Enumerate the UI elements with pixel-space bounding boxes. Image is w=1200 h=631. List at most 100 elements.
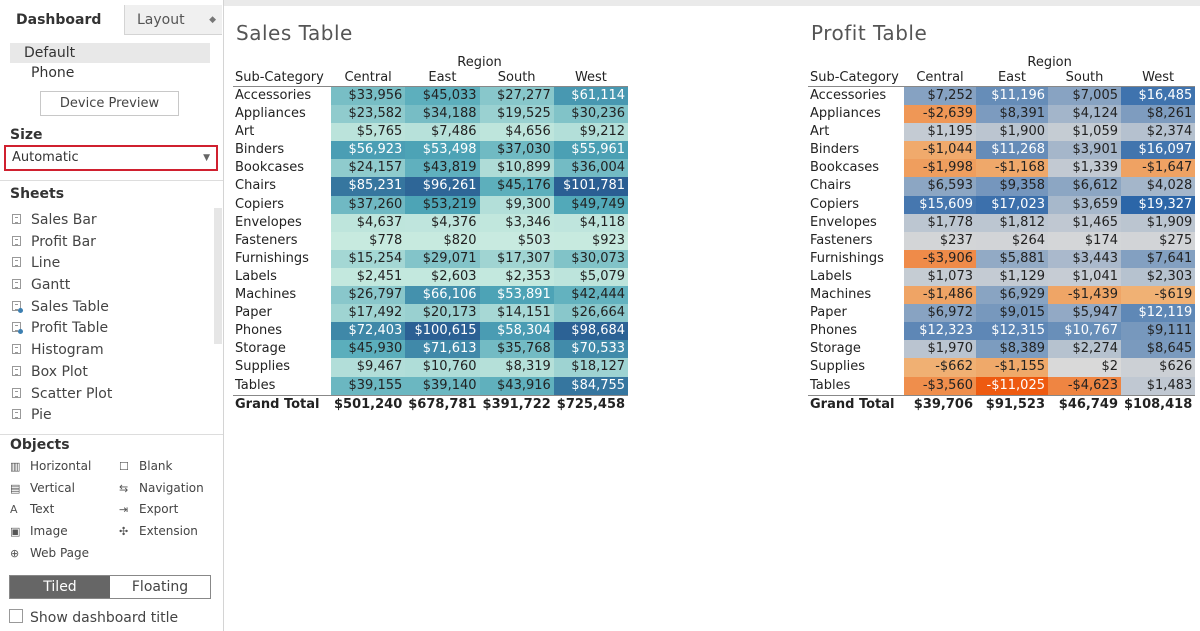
table-cell[interactable]: $275	[1121, 231, 1196, 250]
table-cell[interactable]: $4,028	[1121, 177, 1196, 196]
table-cell[interactable]: $53,219	[405, 195, 480, 214]
grand-total-cell[interactable]: $91,523	[976, 394, 1048, 414]
floating-button[interactable]: Floating	[131, 579, 189, 595]
table-cell[interactable]: $27,277	[479, 86, 554, 106]
table-cell[interactable]: $6,593	[904, 177, 976, 196]
table-cell[interactable]: $85,231	[331, 177, 406, 196]
row-label[interactable]: Paper	[235, 305, 272, 321]
table-cell[interactable]: $1,339	[1048, 159, 1121, 178]
table-cell[interactable]: $174	[1048, 231, 1121, 250]
table-cell[interactable]: $53,498	[405, 141, 480, 160]
table-cell[interactable]: $5,765	[331, 123, 406, 142]
table-cell[interactable]: -$3,560	[904, 376, 976, 396]
sales-crosstab[interactable]: Region Sub-Category Central East South West Ac…	[233, 55, 629, 414]
table-cell[interactable]: $10,760	[405, 358, 480, 377]
sheet-item[interactable]: Sales Bar	[12, 210, 212, 232]
table-cell[interactable]: $43,819	[405, 159, 480, 178]
table-cell[interactable]: $39,155	[331, 376, 406, 396]
sheet-item[interactable]: Sales Table	[12, 297, 212, 319]
table-cell[interactable]: $33,956	[331, 86, 406, 106]
row-label[interactable]: Chairs	[810, 178, 852, 194]
table-cell[interactable]: $20,173	[405, 304, 480, 323]
table-cell[interactable]: $2,451	[331, 267, 406, 287]
table-cell[interactable]: $34,188	[405, 105, 480, 124]
table-cell[interactable]: $100,615	[405, 322, 480, 341]
table-cell[interactable]: $8,645	[1121, 340, 1196, 359]
row-label[interactable]: Accessories	[235, 88, 312, 103]
table-cell[interactable]: $26,797	[331, 286, 406, 305]
table-cell[interactable]: -$11,025	[976, 376, 1048, 396]
table-cell[interactable]: $778	[331, 231, 406, 250]
table-cell[interactable]: $16,097	[1121, 141, 1196, 160]
table-cell[interactable]: $9,111	[1121, 322, 1196, 341]
table-cell[interactable]: $2,303	[1121, 267, 1196, 287]
row-label[interactable]: Bookcases	[810, 160, 880, 176]
grand-total-cell[interactable]: $108,418	[1121, 394, 1196, 414]
row-label[interactable]: Labels	[235, 268, 277, 284]
table-cell[interactable]: $4,124	[1048, 105, 1121, 124]
table-cell[interactable]: $16,485	[1121, 86, 1196, 106]
column-header[interactable]: West	[553, 70, 629, 87]
table-cell[interactable]: $3,901	[1048, 141, 1121, 160]
table-cell[interactable]: $18,127	[553, 358, 629, 377]
table-cell[interactable]: -$1,647	[1121, 159, 1196, 178]
table-cell[interactable]: $36,004	[553, 159, 629, 178]
table-cell[interactable]: $84,755	[553, 376, 629, 396]
object-item[interactable]: ▤ Vertical	[10, 480, 75, 496]
table-cell[interactable]: $17,492	[331, 304, 406, 323]
table-cell[interactable]: $96,261	[405, 177, 480, 196]
table-cell[interactable]: $5,079	[553, 267, 629, 287]
object-item[interactable]: ⇆ Navigation	[119, 480, 204, 496]
table-cell[interactable]: $15,254	[331, 249, 406, 268]
table-cell[interactable]: $29,071	[405, 249, 480, 268]
table-cell[interactable]: $923	[553, 231, 629, 250]
table-cell[interactable]: $1,041	[1048, 267, 1121, 287]
table-cell[interactable]: $101,781	[553, 177, 629, 196]
column-header[interactable]: South	[1048, 70, 1121, 87]
tab-layout[interactable]: Layout ◆	[125, 5, 222, 35]
table-cell[interactable]: $10,899	[479, 159, 554, 178]
table-cell[interactable]: $4,656	[479, 123, 554, 142]
sheet-item[interactable]: Histogram	[12, 340, 212, 362]
table-cell[interactable]: $39,140	[405, 376, 480, 396]
table-cell[interactable]: $8,319	[479, 358, 554, 377]
table-cell[interactable]: $2,374	[1121, 123, 1196, 142]
row-label[interactable]: Art	[810, 124, 830, 140]
table-cell[interactable]: $1,073	[904, 267, 976, 287]
row-label[interactable]: Envelopes	[810, 214, 877, 230]
table-cell[interactable]: $3,346	[479, 213, 554, 232]
sheets-scrollbar[interactable]	[214, 208, 222, 344]
sheet-item[interactable]: Line	[12, 253, 212, 275]
show-dashboard-title-option[interactable]: Show dashboard title	[9, 609, 178, 627]
table-cell[interactable]: $2,274	[1048, 340, 1121, 359]
row-label[interactable]: Binders	[235, 142, 285, 158]
table-cell[interactable]: $7,486	[405, 123, 480, 142]
table-cell[interactable]: $12,119	[1121, 304, 1196, 323]
table-cell[interactable]: $1,129	[976, 267, 1048, 287]
grand-total-cell[interactable]: $391,722	[479, 394, 554, 414]
table-cell[interactable]: $8,261	[1121, 105, 1196, 124]
object-item[interactable]: ☐ Blank	[119, 458, 172, 474]
row-label[interactable]: Storage	[810, 341, 861, 357]
table-cell[interactable]: $2,603	[405, 267, 480, 287]
row-label[interactable]: Storage	[235, 341, 286, 357]
table-cell[interactable]: $5,881	[976, 249, 1048, 268]
profit-crosstab[interactable]: Region Sub-Category Central East South West Ac…	[808, 55, 1196, 414]
table-cell[interactable]: $4,637	[331, 213, 406, 232]
table-cell[interactable]: $1,909	[1121, 213, 1196, 232]
grand-total-cell[interactable]: $39,706	[904, 394, 976, 414]
table-cell[interactable]: $7,005	[1048, 86, 1121, 106]
show-title-checkbox[interactable]	[9, 609, 23, 623]
device-default[interactable]: Default	[10, 43, 210, 63]
table-cell[interactable]: $7,641	[1121, 249, 1196, 268]
table-cell[interactable]: -$662	[904, 358, 976, 377]
table-cell[interactable]: $9,300	[479, 195, 554, 214]
table-cell[interactable]: $30,236	[553, 105, 629, 124]
table-cell[interactable]: $237	[904, 231, 976, 250]
table-cell[interactable]: $17,023	[976, 195, 1048, 214]
table-cell[interactable]: $66,106	[405, 286, 480, 305]
table-cell[interactable]: $9,015	[976, 304, 1048, 323]
table-cell[interactable]: $15,609	[904, 195, 976, 214]
table-cell[interactable]: $35,768	[479, 340, 554, 359]
row-label[interactable]: Phones	[235, 323, 283, 339]
